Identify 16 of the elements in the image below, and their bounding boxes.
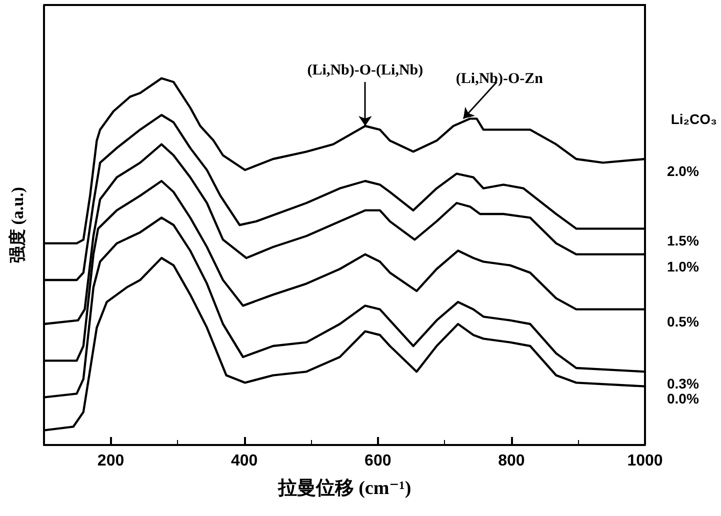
x-tick-label: 600 bbox=[364, 452, 392, 470]
x-tick-label: 800 bbox=[498, 452, 525, 470]
series-label: 0.5% bbox=[667, 313, 700, 330]
series-label: 1.5% bbox=[667, 232, 700, 249]
series-label: 0.3% bbox=[667, 376, 700, 392]
x-tick-label: 1000 bbox=[627, 452, 663, 470]
series-label: 0.0% bbox=[667, 390, 700, 406]
x-tick-label: 200 bbox=[97, 452, 124, 470]
annotation: (Li,Nb)-O-Zn bbox=[456, 71, 544, 88]
series-label: 1.0% bbox=[667, 258, 700, 274]
legend-title: Li₂CO₃ bbox=[670, 111, 718, 127]
y-axis-title: 强度 (a.u.) bbox=[8, 186, 27, 264]
x-tick-label: 400 bbox=[230, 452, 258, 470]
annotation: (Li,Nb)-O-(Li,Nb) bbox=[307, 62, 424, 78]
x-axis-title: 拉曼位移 (cm⁻¹) bbox=[276, 478, 412, 499]
series-label: 2.0% bbox=[667, 163, 700, 179]
